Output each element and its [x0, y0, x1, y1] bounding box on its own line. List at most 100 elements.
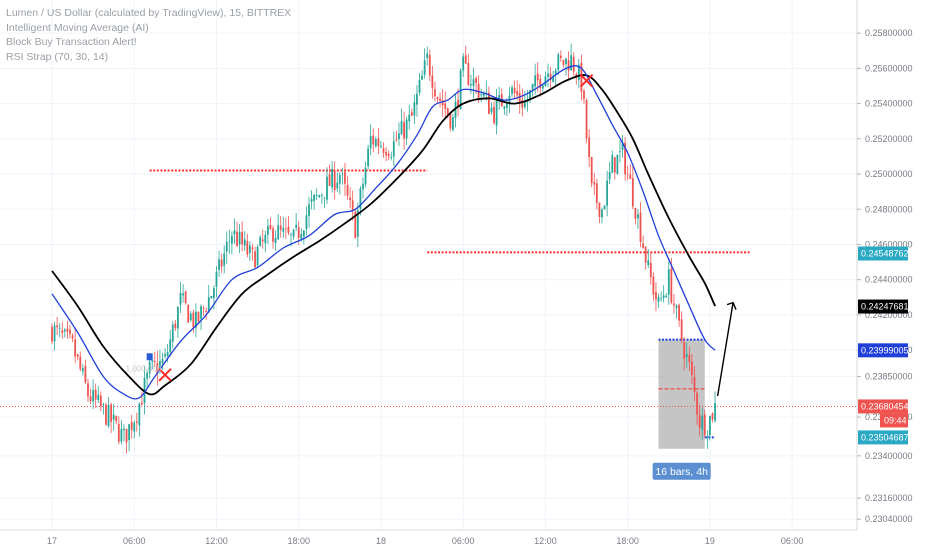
candle-body — [218, 259, 220, 270]
candle-body — [423, 60, 426, 75]
candle-body — [590, 156, 593, 183]
candle-body — [608, 172, 611, 180]
candle-body — [598, 202, 601, 217]
candle-body — [308, 204, 310, 216]
candle-body — [251, 247, 254, 250]
candle-body — [452, 117, 454, 130]
candle-body — [444, 103, 447, 109]
candle-body — [130, 421, 133, 431]
candle-body — [410, 112, 413, 116]
candle-body — [344, 172, 346, 184]
candle-body — [300, 233, 303, 239]
candle-body — [408, 114, 411, 122]
candle-body — [688, 354, 691, 362]
candle-body — [711, 413, 714, 420]
price-tag-ma-slow: 0.24247681 — [861, 302, 909, 312]
price-tag-ma-fast-bg — [858, 343, 908, 358]
measure-label-text: 16 bars, 4h — [655, 466, 708, 478]
candle-body — [475, 78, 477, 84]
candle-body — [595, 183, 598, 203]
candle-body — [197, 312, 200, 322]
countdown-tag-bg — [880, 413, 908, 428]
price-tick-label: 0.24200000 — [865, 310, 913, 320]
candle-body — [179, 292, 182, 305]
candle-body — [380, 145, 382, 148]
candle-body — [333, 170, 336, 191]
candle-body — [714, 403, 716, 421]
candle-body — [552, 75, 555, 83]
candle-body — [117, 423, 120, 442]
candle-body — [577, 65, 580, 81]
candle-body — [125, 428, 128, 443]
candle-body — [215, 271, 218, 287]
measure-label: 16 bars, 4h — [652, 462, 711, 480]
candle-body — [213, 288, 215, 299]
candle-body — [153, 360, 156, 362]
candle-body — [205, 310, 208, 312]
candle-body — [513, 87, 516, 94]
price-tag-last-price: 0.23680454 — [861, 401, 909, 411]
candle-body — [390, 156, 393, 158]
candle-body — [472, 79, 475, 86]
time-axis[interactable] — [0, 530, 857, 550]
time-tick-label: 17 — [47, 536, 57, 546]
candle-body — [698, 415, 701, 428]
candle-body — [315, 195, 318, 196]
candle-body — [619, 151, 621, 153]
legend-symbol[interactable]: Lumen / US Dollar (calculated by Trading… — [6, 7, 292, 19]
candle-body — [691, 361, 693, 376]
candle-body — [511, 87, 513, 94]
candle-body — [318, 195, 321, 198]
price-tag-ma-slow-bg — [858, 299, 908, 314]
candle-body — [395, 139, 398, 141]
candle-body — [559, 55, 562, 59]
legend-study-ima[interactable]: Intelligent Moving Average (AI) — [6, 21, 149, 34]
candle-body — [58, 327, 61, 329]
candle-body — [92, 389, 95, 402]
candle-body — [649, 262, 652, 278]
candle-body — [141, 402, 143, 405]
candle-body — [652, 276, 655, 295]
candle-body — [254, 251, 256, 268]
candle-body — [246, 241, 249, 255]
candle-body — [585, 100, 588, 139]
sell-cross-stroke — [158, 368, 172, 382]
candle-body — [174, 323, 177, 329]
candle-body — [241, 232, 244, 245]
candle-body — [680, 319, 683, 341]
candle-body — [572, 56, 575, 72]
candle-body — [99, 395, 102, 407]
candle-body — [259, 236, 262, 246]
candle-body — [161, 358, 164, 363]
candle-body — [382, 148, 385, 153]
candle-body — [200, 306, 202, 319]
candle-body — [624, 142, 627, 175]
time-tick-label: 06:00 — [123, 536, 146, 546]
candle-body — [225, 241, 228, 252]
legend-study-rsi-strap[interactable]: RSI Strap (70, 30, 14) — [6, 50, 109, 63]
candle-body — [662, 295, 665, 298]
candle-body — [544, 76, 547, 87]
candle-body — [313, 194, 316, 201]
candle-body — [148, 361, 151, 374]
candle-body — [495, 100, 498, 126]
candle-body — [56, 325, 59, 328]
candle-body — [580, 62, 583, 92]
candle-body — [462, 56, 465, 71]
candle-body — [446, 108, 449, 115]
candle-body — [362, 183, 364, 190]
candle-body — [236, 231, 238, 246]
candle-body — [102, 404, 105, 405]
resistance-lines — [149, 169, 752, 254]
candle-body — [359, 188, 362, 209]
candle-body — [670, 268, 673, 303]
time-tick-label: 18 — [376, 536, 386, 546]
candle-body — [367, 148, 370, 167]
candle-body — [187, 305, 190, 323]
candle-body — [601, 209, 603, 218]
candle-body — [374, 139, 377, 147]
candle-body — [536, 73, 539, 81]
candle-body — [66, 328, 69, 332]
legend-study-block-buy[interactable]: Block Buy Transaction Alert! — [6, 36, 137, 48]
